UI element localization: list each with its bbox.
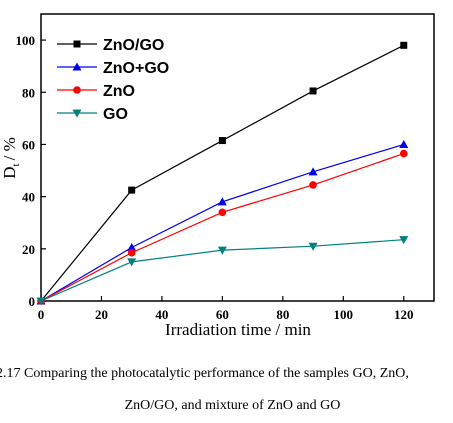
plot-frame [40,13,435,302]
y-axis-label-main: D [0,166,19,178]
y-tick-label: 0 [29,294,36,309]
data-point [218,208,227,217]
legend-marker [72,62,82,71]
y-tick-label: 60 [22,137,35,152]
data-point [128,186,136,194]
data-point [217,246,227,255]
x-tick-label: 0 [38,307,45,322]
x-axis-label: Irradiation time / min [165,320,311,339]
y-tick-label: 40 [22,190,35,205]
y-tick-label: 80 [22,85,35,100]
data-point [127,248,136,257]
legend-label: ZnO/GO [103,37,164,54]
data-point [399,236,409,245]
x-tick-label: 20 [95,307,108,322]
x-tick-label: 60 [216,307,229,322]
series-group [36,41,409,306]
x-tick-label: 80 [276,307,289,322]
data-point [217,197,227,206]
data-point [309,87,317,95]
data-point [399,139,409,148]
data-point [399,149,408,158]
legend-marker [72,109,82,118]
x-tick-label: 40 [155,307,168,322]
svg-text:Dt/ %: Dt / % [0,137,22,178]
x-tick-label: 100 [334,307,354,322]
data-point [127,258,137,267]
legend-label: ZnO [103,83,135,100]
axis-ticks: 0 20 40 60 80 100 120 0 20 40 60 80 100 [16,33,414,322]
y-axis-label-sub: t [10,163,22,166]
data-point [400,41,408,49]
legend-label: ZnO+GO [103,60,169,77]
data-point [308,242,318,251]
series-line [40,44,405,302]
line-chart: 0 20 40 60 80 100 120 0 20 40 60 80 100 ZnO/GO ZnO+GO… [0,13,435,339]
data-point [36,297,46,306]
legend: ZnO/GO ZnO+GO ZnO GO [57,37,169,123]
legend-label: GO [103,106,128,123]
legend-marker [73,86,81,94]
series-line [40,153,404,302]
y-tick-label: 20 [22,242,35,257]
data-point [309,181,317,189]
y-axis-label-unit: / % [0,137,19,160]
data-point [127,243,137,252]
data-point [308,167,318,176]
figure-caption-line1: g. 2.17 Comparing the photocatalytic per… [0,366,409,381]
legend-marker [73,40,81,48]
y-tick-label: 100 [16,33,36,48]
figure-caption-line2: ZnO/GO, and mixture of ZnO and GO [124,398,341,413]
data-point [218,137,226,145]
y-axis-label: Dt / % [0,137,22,178]
x-tick-label: 120 [394,307,414,322]
